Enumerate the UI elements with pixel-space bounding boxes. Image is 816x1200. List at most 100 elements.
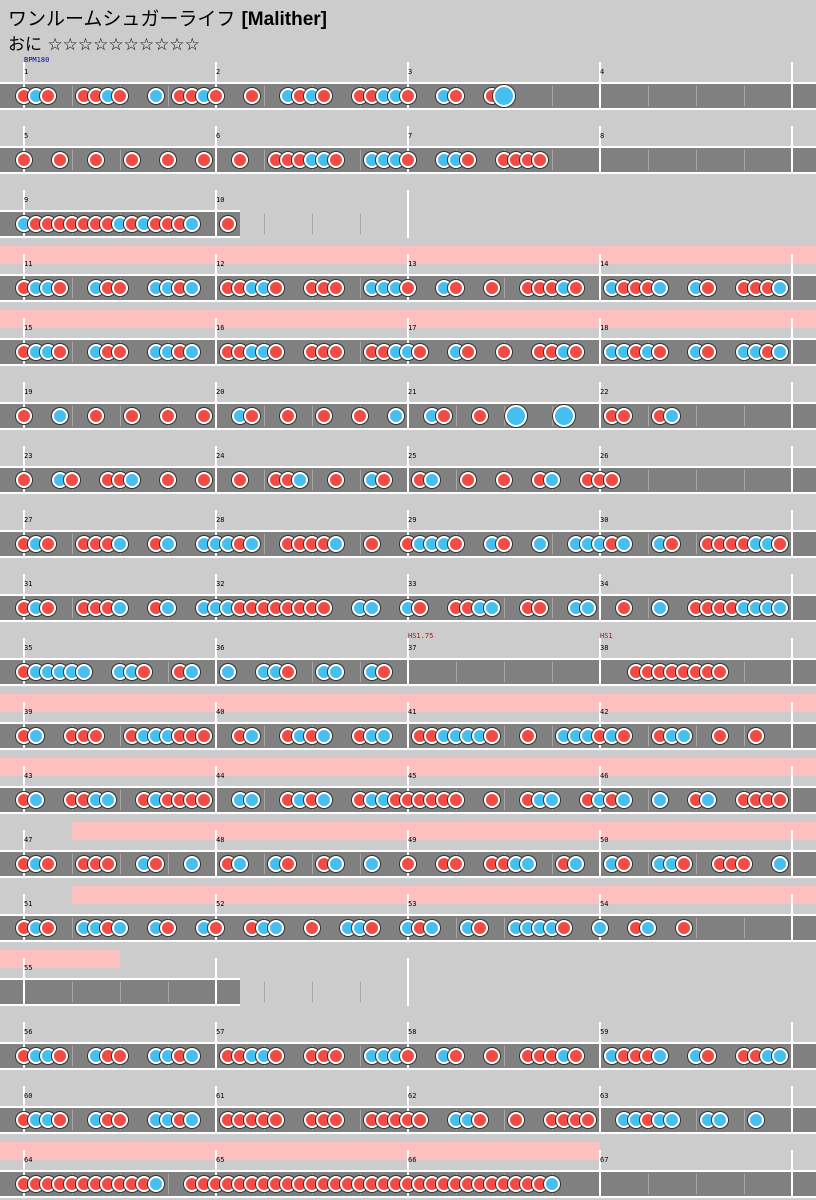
don-note bbox=[124, 408, 140, 424]
ka-note bbox=[76, 664, 92, 680]
don-note bbox=[532, 152, 548, 168]
beat-line bbox=[72, 278, 73, 298]
don-note bbox=[268, 280, 284, 296]
bar-line bbox=[23, 894, 25, 942]
beat-line bbox=[648, 726, 649, 746]
beat-line bbox=[120, 406, 121, 426]
beat-line bbox=[504, 406, 505, 426]
ka-note bbox=[28, 728, 44, 744]
don-note bbox=[52, 344, 68, 360]
ka-note bbox=[484, 600, 500, 616]
bar-line bbox=[791, 382, 793, 430]
don-note bbox=[160, 152, 176, 168]
measure-number: 8 bbox=[600, 132, 605, 140]
bar-line bbox=[215, 382, 217, 430]
ka-note bbox=[184, 280, 200, 296]
don-note bbox=[328, 344, 344, 360]
bar-line bbox=[23, 574, 25, 622]
ka-note bbox=[328, 536, 344, 552]
beat-line bbox=[72, 982, 73, 1002]
beat-line bbox=[264, 86, 265, 106]
measure-number: 33 bbox=[408, 580, 417, 588]
bar-line bbox=[215, 510, 217, 558]
don-note bbox=[484, 1048, 500, 1064]
bar-line bbox=[23, 382, 25, 430]
ka-note bbox=[652, 1048, 668, 1064]
ka-note bbox=[292, 472, 308, 488]
beat-line bbox=[360, 982, 361, 1002]
don-note bbox=[484, 792, 500, 808]
chart-event: BPM180 bbox=[24, 56, 50, 64]
beat-line bbox=[72, 1110, 73, 1130]
don-note bbox=[16, 408, 32, 424]
course-difficulty: おに ☆☆☆☆☆☆☆☆☆☆ bbox=[8, 33, 327, 57]
beat-line bbox=[360, 1046, 361, 1066]
beat-line bbox=[648, 1174, 649, 1194]
bar-line bbox=[599, 382, 601, 430]
ka-note bbox=[712, 1112, 728, 1128]
don-note bbox=[676, 856, 692, 872]
measure-number: 9 bbox=[24, 196, 29, 204]
ka-note bbox=[220, 664, 236, 680]
bar-line bbox=[791, 830, 793, 878]
measure-number: 32 bbox=[216, 580, 225, 588]
don-note bbox=[88, 728, 104, 744]
don-note bbox=[40, 88, 56, 104]
bar-line bbox=[407, 510, 409, 558]
don-note bbox=[568, 280, 584, 296]
don-note bbox=[160, 472, 176, 488]
measure-number: 18 bbox=[600, 324, 609, 332]
don-note bbox=[616, 600, 632, 616]
ka-note bbox=[184, 664, 200, 680]
beat-line bbox=[552, 406, 553, 426]
ka-note bbox=[772, 1048, 788, 1064]
big-ka-note bbox=[493, 85, 515, 107]
beat-line bbox=[456, 406, 457, 426]
bar-line bbox=[407, 382, 409, 430]
beat-line bbox=[312, 982, 313, 1002]
bar-line bbox=[215, 1022, 217, 1070]
bar-line bbox=[791, 638, 793, 686]
measure-number: 63 bbox=[600, 1092, 609, 1100]
beat-line bbox=[696, 726, 697, 746]
bar-line bbox=[791, 702, 793, 750]
beat-line bbox=[312, 214, 313, 234]
bar-line bbox=[407, 702, 409, 750]
bar-line bbox=[407, 1022, 409, 1070]
bar-line bbox=[407, 446, 409, 494]
don-note bbox=[160, 408, 176, 424]
measure-number: 61 bbox=[216, 1092, 225, 1100]
beat-line bbox=[312, 662, 313, 682]
don-note bbox=[364, 536, 380, 552]
measure-number: 51 bbox=[24, 900, 33, 908]
beat-line bbox=[72, 342, 73, 362]
bar-line bbox=[407, 190, 409, 238]
bar-line bbox=[599, 766, 601, 814]
don-note bbox=[52, 1112, 68, 1128]
ka-note bbox=[640, 920, 656, 936]
chart-event: HS1.75 bbox=[408, 632, 434, 640]
don-note bbox=[100, 856, 116, 872]
ka-note bbox=[148, 88, 164, 104]
don-note bbox=[88, 152, 104, 168]
don-note bbox=[328, 152, 344, 168]
song-title: ワンルームシュガーライフ [Malither] bbox=[8, 6, 327, 33]
beat-line bbox=[120, 726, 121, 746]
don-note bbox=[376, 472, 392, 488]
measure-number: 53 bbox=[408, 900, 417, 908]
bar-line bbox=[791, 254, 793, 302]
song-artist: [Malither] bbox=[241, 9, 327, 30]
don-note bbox=[364, 920, 380, 936]
don-note bbox=[448, 280, 464, 296]
measure-number: 52 bbox=[216, 900, 225, 908]
bar-line bbox=[599, 638, 601, 686]
don-note bbox=[124, 152, 140, 168]
bar-line bbox=[407, 62, 409, 110]
don-note bbox=[652, 344, 668, 360]
measure-number: 47 bbox=[24, 836, 33, 844]
beat-line bbox=[744, 726, 745, 746]
bar-line bbox=[23, 446, 25, 494]
ka-note bbox=[376, 728, 392, 744]
measure-number: 64 bbox=[24, 1156, 33, 1164]
don-note bbox=[460, 472, 476, 488]
